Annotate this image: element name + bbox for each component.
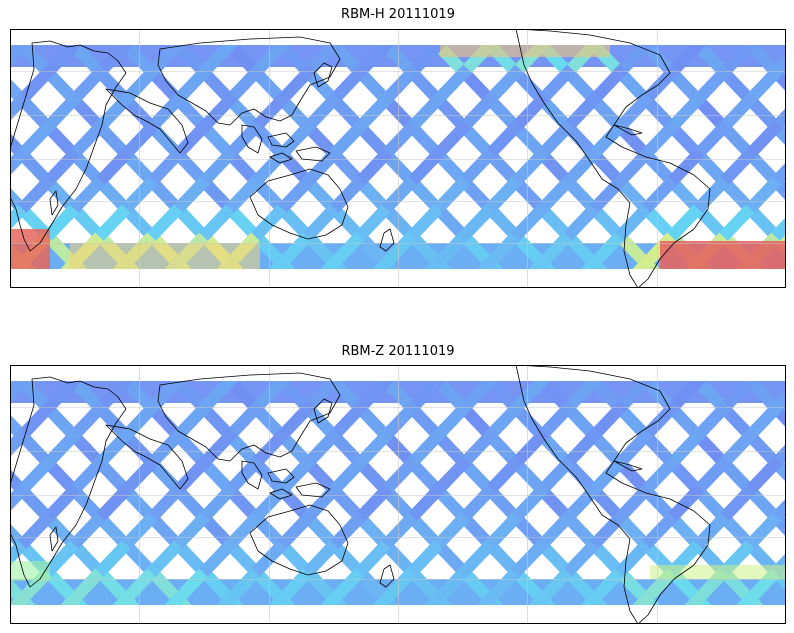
map-rbm-z [10, 365, 786, 624]
panel-title-rbm-z: RBM-Z 20111019 [341, 344, 455, 359]
map-rbm-h [10, 29, 786, 288]
panel-title-rbm-h: RBM-H 20111019 [341, 7, 455, 22]
